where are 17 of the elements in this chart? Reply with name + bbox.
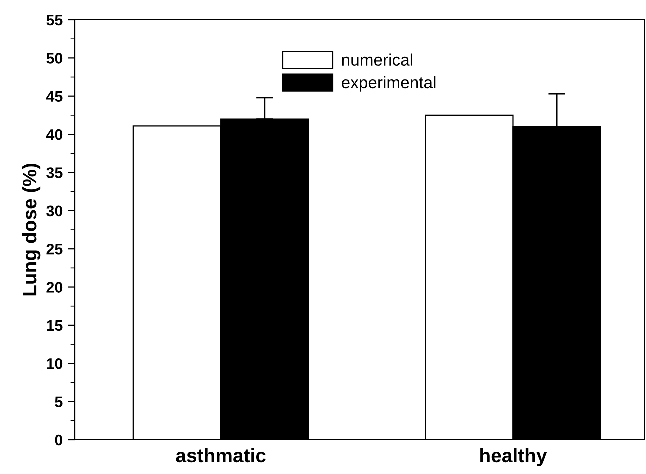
y-tick-label: 30 [46,206,63,217]
y-tick-label: 10 [47,358,63,370]
y-tick-label: 55 [46,15,63,26]
x-tick-label: asthmatic [176,448,266,463]
y-tick-label: 20 [46,282,63,293]
y-tick-label: 5 [55,396,63,408]
legend-label: numerical [342,54,412,66]
y-tick-label: 45 [46,91,63,102]
y-tick-label: 15 [47,320,63,332]
y-tick-label: 40 [46,129,63,140]
x-tick-label: healthy [480,448,548,466]
y-axis-title: Lung dose (%) [22,164,41,296]
y-tick-label: 25 [46,244,63,255]
legend-label: experimental [342,76,436,92]
y-tick-label: 0 [55,434,63,446]
y-tick-label: 35 [46,168,63,178]
y-tick-label: 50 [46,53,63,64]
